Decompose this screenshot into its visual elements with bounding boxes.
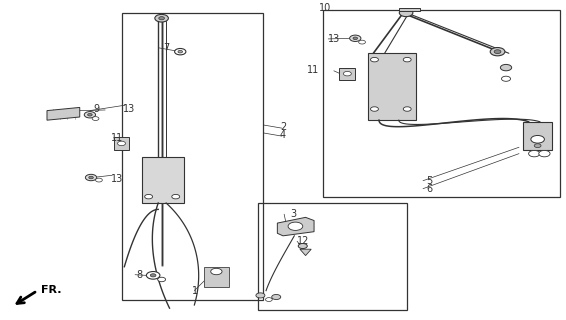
Bar — [340, 68, 355, 80]
Circle shape — [359, 40, 366, 44]
Polygon shape — [47, 108, 80, 120]
Circle shape — [403, 107, 411, 111]
Circle shape — [155, 14, 168, 22]
Circle shape — [92, 117, 99, 121]
Text: FR.: FR. — [41, 285, 62, 295]
Circle shape — [529, 150, 540, 157]
Text: 13: 13 — [112, 174, 124, 184]
Circle shape — [211, 268, 222, 275]
Polygon shape — [204, 267, 229, 287]
Bar — [142, 157, 184, 203]
Text: 11: 11 — [307, 65, 319, 75]
Text: 3: 3 — [290, 209, 296, 219]
Text: 11: 11 — [112, 133, 124, 143]
Text: 2: 2 — [280, 122, 286, 132]
Circle shape — [288, 222, 303, 230]
Circle shape — [85, 174, 97, 181]
Circle shape — [178, 50, 182, 53]
Circle shape — [500, 64, 512, 71]
Circle shape — [501, 76, 511, 81]
Circle shape — [171, 195, 179, 199]
Circle shape — [344, 71, 351, 76]
Text: 6: 6 — [427, 184, 433, 194]
Circle shape — [118, 141, 126, 146]
Polygon shape — [300, 249, 311, 256]
Text: 13: 13 — [328, 34, 340, 44]
Polygon shape — [523, 122, 552, 150]
Circle shape — [539, 150, 550, 157]
Bar — [323, 10, 560, 197]
Circle shape — [350, 35, 361, 42]
Text: 5: 5 — [427, 176, 433, 186]
Circle shape — [151, 274, 156, 277]
Circle shape — [399, 9, 413, 17]
Bar — [114, 137, 130, 150]
Circle shape — [89, 176, 93, 179]
Circle shape — [371, 57, 379, 62]
Text: 8: 8 — [136, 270, 142, 280]
Circle shape — [371, 107, 379, 111]
Circle shape — [353, 37, 358, 40]
Circle shape — [256, 293, 265, 298]
Bar — [258, 203, 407, 310]
Circle shape — [534, 144, 541, 148]
Text: 12: 12 — [297, 236, 310, 246]
Circle shape — [490, 48, 505, 56]
Circle shape — [84, 112, 96, 118]
Circle shape — [403, 57, 411, 62]
Circle shape — [159, 17, 165, 20]
Text: 10: 10 — [319, 3, 332, 13]
Polygon shape — [399, 8, 420, 11]
Circle shape — [265, 298, 272, 301]
Circle shape — [88, 114, 92, 116]
Bar — [368, 53, 415, 120]
Circle shape — [531, 135, 544, 143]
Text: 9: 9 — [93, 104, 100, 114]
Circle shape — [147, 271, 160, 279]
Circle shape — [174, 49, 186, 55]
Text: 4: 4 — [280, 130, 286, 140]
Circle shape — [158, 277, 166, 282]
Circle shape — [298, 244, 307, 249]
Text: 1: 1 — [192, 286, 199, 296]
Circle shape — [96, 178, 102, 182]
Circle shape — [494, 50, 501, 53]
Polygon shape — [277, 217, 314, 236]
Circle shape — [145, 195, 153, 199]
Text: 7: 7 — [164, 43, 170, 53]
Circle shape — [272, 294, 281, 300]
Text: 13: 13 — [123, 104, 135, 114]
Bar — [122, 13, 263, 300]
